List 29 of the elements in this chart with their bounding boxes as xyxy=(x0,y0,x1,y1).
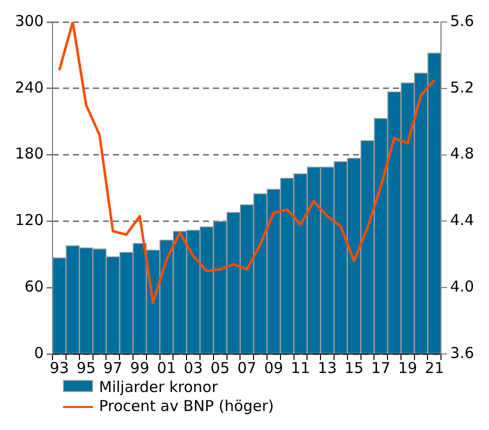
x-tick-label: 03 xyxy=(184,358,203,377)
x-tick-label: 17 xyxy=(371,358,390,377)
y-tick-label: 180 xyxy=(14,144,44,163)
x-tick-label: 07 xyxy=(237,358,256,377)
x-tick-label: 19 xyxy=(398,358,418,377)
y-tick-label: 60 xyxy=(24,277,44,296)
x-tick-label: 01 xyxy=(156,358,176,377)
y-tick-label: 0 xyxy=(34,344,44,362)
x-tick-label: 99 xyxy=(130,358,150,377)
y2-tick-label: 4.0 xyxy=(450,277,474,296)
x-tick-label: 95 xyxy=(76,358,96,377)
legend-label: Procent av BNP (höger) xyxy=(99,397,274,415)
y2-tick-label: 5.6 xyxy=(450,12,474,30)
x-tick-label: 15 xyxy=(344,358,364,377)
x-tick-label: 09 xyxy=(264,358,284,377)
x-tick-label: 11 xyxy=(290,358,310,377)
x-tick-label: 97 xyxy=(103,358,122,377)
y2-tick-label: 3.6 xyxy=(450,344,474,362)
y2-tick-label: 4.8 xyxy=(450,144,474,163)
x-tick-label: 05 xyxy=(210,358,230,377)
legend-label: Miljarder kronor xyxy=(99,378,218,396)
x-tick-label: 13 xyxy=(318,358,337,377)
y2-tick-label: 5.2 xyxy=(450,78,474,96)
y-tick-label: 300 xyxy=(14,12,44,30)
y2-tick-label: 4.4 xyxy=(450,211,474,230)
y-tick-label: 120 xyxy=(14,211,44,230)
x-tick-label: 21 xyxy=(424,358,444,377)
y-tick-label: 240 xyxy=(14,78,44,96)
x-tick-label: 93 xyxy=(50,358,69,377)
